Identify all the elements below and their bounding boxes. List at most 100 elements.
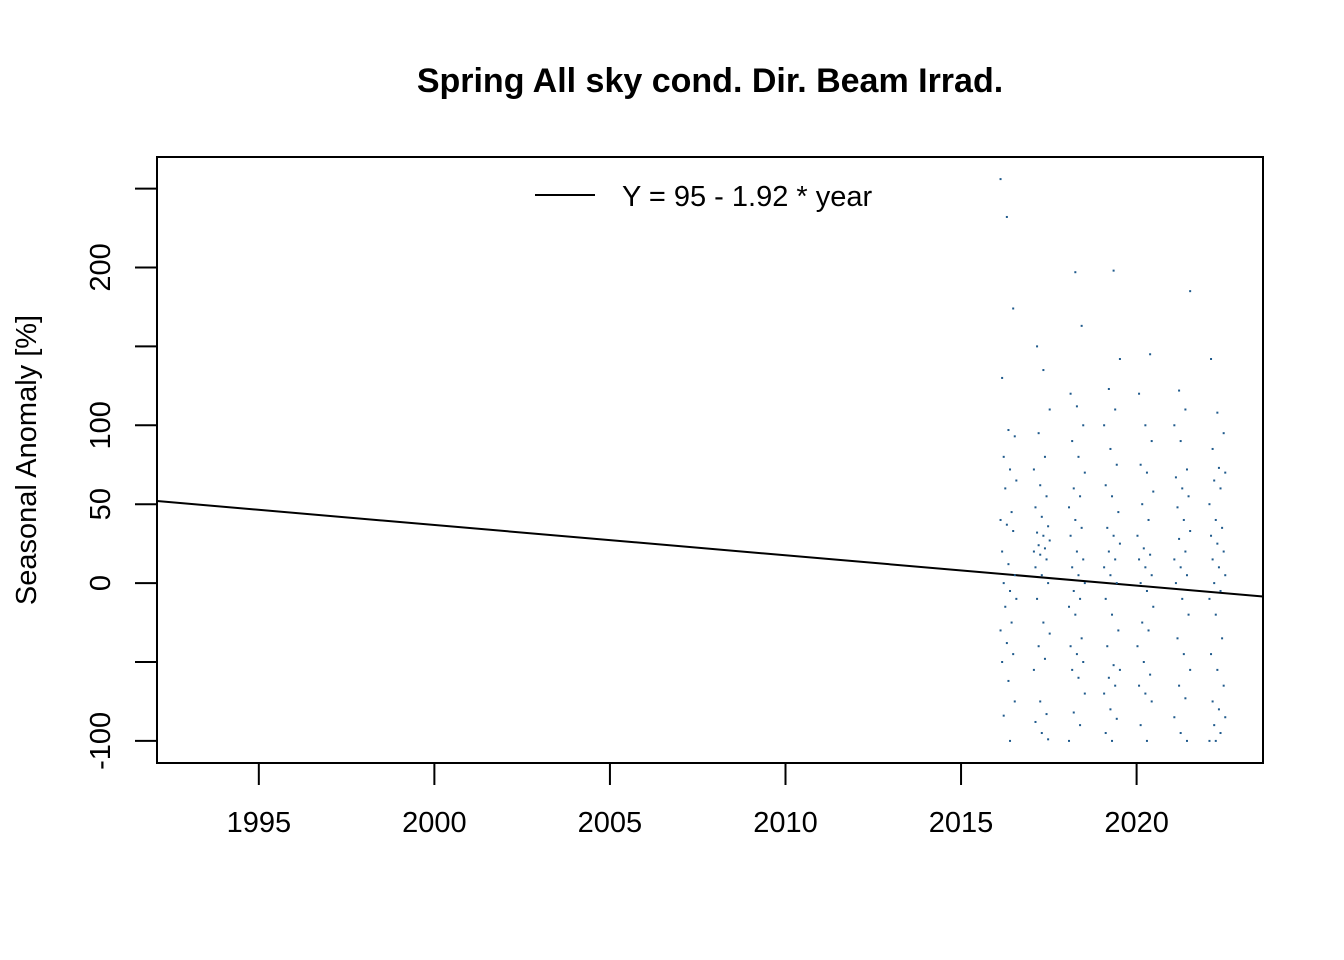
data-point <box>1221 637 1224 640</box>
data-point <box>1072 487 1075 490</box>
data-point <box>1048 408 1051 411</box>
y-tick-label: 0 <box>85 575 117 591</box>
trend-line <box>157 500 1263 598</box>
x-tick-label: 2010 <box>753 807 818 839</box>
data-point <box>1217 566 1220 569</box>
data-point <box>1104 732 1107 735</box>
x-tick-label: 2015 <box>929 807 994 839</box>
x-axis: 1995 2000 2005 2010 2015 2020 <box>227 763 1169 839</box>
data-point <box>1138 558 1141 561</box>
data-point <box>1173 424 1176 427</box>
data-point <box>1077 455 1080 458</box>
data-point <box>1013 574 1016 577</box>
data-point <box>1136 645 1139 648</box>
data-point <box>1083 471 1086 474</box>
data-point <box>1185 468 1188 471</box>
data-point <box>1136 534 1139 537</box>
data-point <box>1036 531 1039 534</box>
data-point <box>1222 550 1225 553</box>
data-point <box>1032 668 1035 671</box>
data-point <box>1034 720 1037 723</box>
data-point <box>1118 542 1121 545</box>
y-axis: -100 0 50 100 200 <box>85 187 157 770</box>
data-point <box>1219 732 1222 735</box>
data-point <box>1002 714 1005 717</box>
data-point <box>1211 558 1214 561</box>
data-point <box>1219 487 1222 490</box>
data-point <box>1042 369 1045 372</box>
data-point <box>1210 358 1213 360</box>
data-point <box>1034 506 1037 509</box>
data-point <box>1115 582 1118 585</box>
data-point <box>1141 621 1144 624</box>
plot-area <box>157 178 1263 742</box>
data-point <box>1187 613 1190 616</box>
data-point <box>1012 307 1015 310</box>
data-point <box>1007 563 1010 566</box>
data-point <box>1004 487 1007 490</box>
data-point <box>1142 547 1145 550</box>
y-axis-label: Seasonal Anomaly [%] <box>11 315 43 605</box>
data-point <box>1117 511 1120 514</box>
data-point <box>1040 574 1043 577</box>
data-point <box>1079 724 1082 727</box>
data-point <box>1224 574 1227 577</box>
data-point <box>1109 708 1112 711</box>
data-point <box>1118 358 1121 360</box>
data-point <box>1107 387 1110 390</box>
data-point <box>1176 506 1179 509</box>
data-point <box>1068 739 1071 742</box>
data-point <box>1216 668 1219 671</box>
data-point <box>1181 597 1184 600</box>
data-point <box>1071 566 1074 569</box>
data-point <box>1211 447 1214 450</box>
data-point <box>1079 597 1082 600</box>
data-point <box>1001 376 1004 379</box>
data-point <box>1182 653 1185 656</box>
data-point <box>1222 432 1225 435</box>
data-point <box>1069 392 1072 395</box>
data-point <box>1002 582 1005 585</box>
data-point <box>1109 574 1112 577</box>
data-point <box>1178 389 1181 392</box>
data-point <box>1002 455 1005 458</box>
data-point <box>1111 495 1114 498</box>
data-point <box>1068 506 1071 509</box>
data-point <box>1077 574 1080 577</box>
data-point <box>1047 582 1050 585</box>
data-point <box>1005 523 1008 526</box>
data-point <box>1118 668 1121 671</box>
data-point <box>1012 653 1015 656</box>
data-point <box>1216 542 1219 545</box>
data-point <box>1213 724 1216 727</box>
data-point <box>1115 463 1118 466</box>
data-point <box>1150 574 1153 577</box>
data-point <box>1109 447 1112 450</box>
y-tick-label: -100 <box>85 712 117 770</box>
data-point <box>1152 605 1155 608</box>
data-point <box>1045 713 1048 716</box>
data-point <box>1004 605 1007 608</box>
data-point <box>1112 664 1115 667</box>
data-point <box>1072 711 1075 714</box>
data-point <box>1173 558 1176 561</box>
data-point <box>1007 429 1010 432</box>
data-point <box>1208 503 1211 506</box>
data-point <box>1071 668 1074 671</box>
legend-entry-label: Y = 95 - 1.92 * year <box>622 181 872 213</box>
data-point <box>1217 466 1220 469</box>
data-point <box>1007 679 1010 682</box>
data-point <box>1083 582 1086 585</box>
data-point <box>1184 697 1187 700</box>
data-point <box>1211 700 1214 703</box>
data-point <box>1009 468 1012 471</box>
data-point <box>1080 526 1083 529</box>
data-point <box>1145 739 1148 742</box>
data-point <box>1036 345 1039 348</box>
x-tick-label: 2020 <box>1104 807 1169 839</box>
data-point <box>1069 645 1072 648</box>
data-point <box>1083 692 1086 695</box>
data-point <box>1045 495 1048 498</box>
data-point <box>1032 550 1035 553</box>
data-point <box>1184 550 1187 553</box>
